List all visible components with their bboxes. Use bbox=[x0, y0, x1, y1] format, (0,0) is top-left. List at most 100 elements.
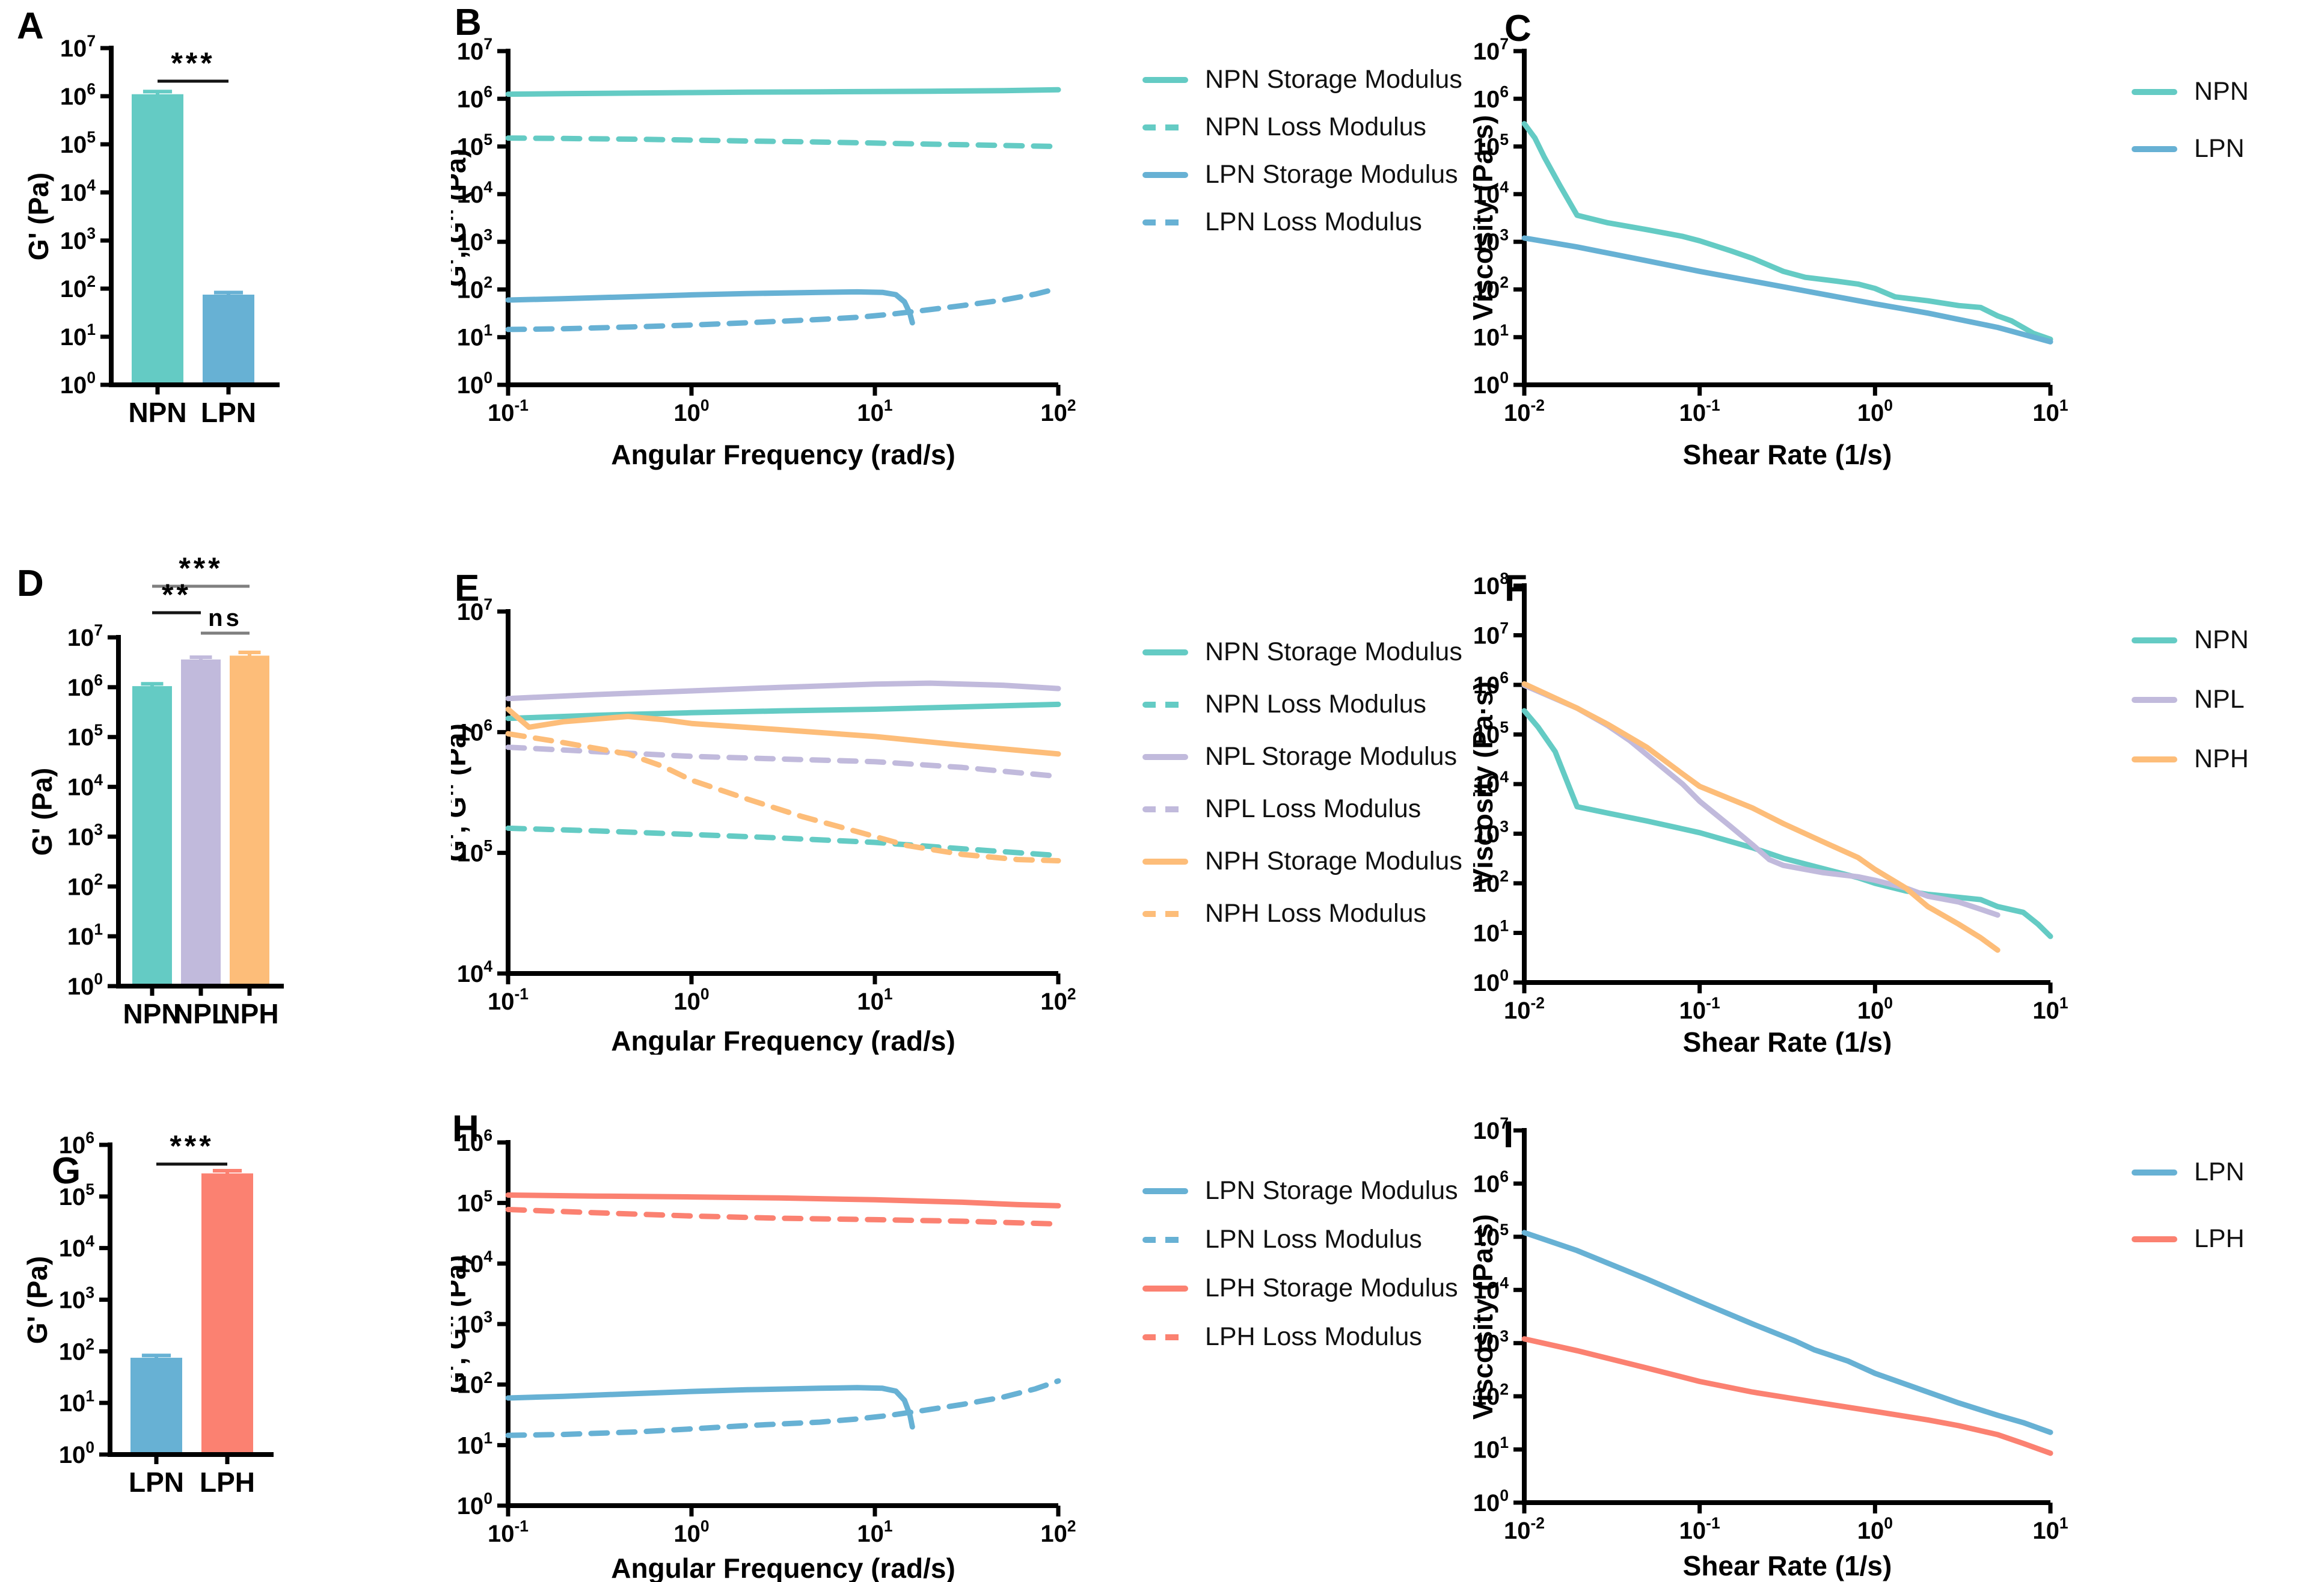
x-axis-title: Shear Rate (1/s) bbox=[1683, 1550, 1892, 1581]
legend-item: NPN bbox=[2132, 625, 2249, 655]
x-tick-label: 10-2 bbox=[1504, 396, 1545, 426]
series-line bbox=[505, 701, 1061, 722]
series-line bbox=[1521, 235, 2053, 345]
y-tick-label: 101 bbox=[457, 1429, 492, 1459]
significance-label: ns bbox=[208, 605, 242, 631]
legend-swatch-line bbox=[1142, 1334, 1188, 1340]
series-line bbox=[505, 1192, 1061, 1209]
panel-h: H 100 101 102 103 104 105 106 10-1 100 101 102 Angu… bbox=[451, 1055, 1130, 1582]
legend-label: NPN bbox=[2194, 77, 2249, 106]
y-tick-label: 107 bbox=[60, 32, 96, 62]
y-tick-label: 104 bbox=[457, 178, 493, 208]
panel-i-chart: 100 101 102 103 104 105 106 107 10-2 10-1 100 101 Sh… bbox=[1473, 1114, 2068, 1581]
y-tick-label: 107 bbox=[1473, 35, 1509, 65]
category-label: NPN bbox=[128, 397, 186, 428]
legend-item: LPH Storage Modulus bbox=[1142, 1274, 1458, 1303]
y-tick-label: 102 bbox=[60, 272, 96, 302]
legend-swatch-line bbox=[2132, 696, 2177, 703]
axis-frame bbox=[506, 49, 1058, 387]
legend-label: NPN Storage Modulus bbox=[1205, 65, 1462, 94]
legend-item: NPN Storage Modulus bbox=[1142, 637, 1462, 667]
y-tick-label: 106 bbox=[59, 1129, 94, 1159]
series-line bbox=[505, 1378, 1061, 1438]
legend-item: NPH Storage Modulus bbox=[1142, 847, 1462, 876]
y-tick-label: 103 bbox=[1473, 818, 1509, 848]
legend-item: LPN Loss Modulus bbox=[1142, 1225, 1458, 1254]
x-tick-label: 10-1 bbox=[1679, 1514, 1720, 1544]
series-line bbox=[505, 731, 1061, 863]
legend-label: LPH Loss Modulus bbox=[1205, 1322, 1422, 1351]
y-axis-title: G', G'' (Pa) bbox=[451, 723, 471, 862]
axis-frame bbox=[1522, 49, 2050, 387]
legend-swatch-line bbox=[1142, 171, 1188, 178]
y-tick-label: 103 bbox=[1473, 225, 1509, 256]
y-tick-label: 105 bbox=[457, 1187, 492, 1217]
x-tick-label: 10-1 bbox=[488, 985, 529, 1015]
x-tick-label: 100 bbox=[673, 1517, 709, 1547]
panel-c-chart: 100 101 102 103 104 105 106 107 10-2 10-1 100 101 Sh… bbox=[1473, 35, 2068, 470]
y-tick-label: 106 bbox=[60, 80, 96, 110]
y-axis-title: G' (Pa) bbox=[22, 1256, 53, 1344]
y-tick-label: 106 bbox=[67, 671, 103, 701]
y-tick-label: 104 bbox=[60, 176, 96, 206]
series-line bbox=[505, 744, 1061, 779]
panel-f-chart: 100 101 102 103 104 105 106 107 108 10-2 10-1 100 10… bbox=[1473, 569, 2068, 1055]
panel-f: F 100 101 102 103 104 105 106 107 108 10-2 10-1 100… bbox=[1473, 527, 2324, 1055]
y-tick-label: 104 bbox=[457, 1248, 493, 1278]
x-axis-title: Angular Frequency (rad/s) bbox=[611, 1025, 955, 1055]
y-tick-label: 105 bbox=[60, 128, 96, 158]
y-tick-label: 107 bbox=[1473, 1114, 1509, 1144]
legend-item: NPN bbox=[2132, 77, 2249, 106]
legend-item: LPN bbox=[2132, 134, 2249, 164]
legend-swatch-line bbox=[1142, 1285, 1188, 1292]
series-line bbox=[505, 87, 1061, 97]
x-tick-label: 101 bbox=[2032, 396, 2068, 426]
series-line bbox=[505, 825, 1061, 859]
x-axis-title: Shear Rate (1/s) bbox=[1683, 439, 1892, 470]
category-label: NPL bbox=[173, 998, 228, 1029]
y-axis-title: G' (Pa) bbox=[26, 768, 58, 856]
x-axis-title: Shear Rate (1/s) bbox=[1683, 1026, 1892, 1055]
y-axis-title: G', G'' (Pa) bbox=[451, 1255, 471, 1393]
x-tick-label: 100 bbox=[673, 985, 709, 1015]
y-tick-label: 104 bbox=[1473, 768, 1509, 798]
series-line bbox=[505, 680, 1061, 702]
legend-label: NPH bbox=[2194, 744, 2249, 773]
legend-swatch-line bbox=[1142, 753, 1188, 760]
panel-c: C 100 101 102 103 104 105 106 107 10-2 10-1 100 101… bbox=[1473, 0, 2324, 527]
panel-d: D 100 101 102 103 104 105 106 107 NPN NPL NPH G' (P… bbox=[0, 527, 451, 1055]
x-axis-title: Angular Frequency (rad/s) bbox=[611, 1553, 955, 1582]
y-tick-label: 106 bbox=[1473, 82, 1509, 112]
y-axis-title: Viscosity (Pa·s) bbox=[1473, 681, 1498, 887]
legend-label: LPN Storage Modulus bbox=[1205, 160, 1458, 189]
legend-swatch-line bbox=[2132, 1169, 2177, 1176]
significance-label: ** bbox=[162, 578, 191, 612]
y-tick-label: 104 bbox=[1473, 178, 1509, 208]
panel-a-letter: A bbox=[17, 5, 44, 47]
panel-c-legend: NPN LPN bbox=[2132, 77, 2249, 164]
y-tick-label: 101 bbox=[457, 321, 492, 351]
y-tick-label: 107 bbox=[67, 621, 103, 651]
y-tick-label: 104 bbox=[1473, 1274, 1509, 1304]
y-tick-label: 100 bbox=[457, 369, 492, 399]
legend-label: LPN bbox=[2194, 1157, 2245, 1186]
y-tick-label: 106 bbox=[1473, 1168, 1509, 1198]
legend-label: LPH Storage Modulus bbox=[1205, 1274, 1458, 1302]
y-tick-label: 105 bbox=[1473, 1221, 1509, 1251]
panel-h-letter: H bbox=[452, 1108, 480, 1150]
legend-swatch-line bbox=[1142, 1236, 1188, 1243]
bar bbox=[203, 294, 254, 385]
y-tick-label: 106 bbox=[1473, 669, 1509, 699]
significance-label: *** bbox=[179, 551, 222, 585]
legend-label: NPN Loss Modulus bbox=[1205, 112, 1427, 141]
bar bbox=[201, 1173, 253, 1455]
legend-item: NPL bbox=[2132, 685, 2249, 714]
y-tick-label: 105 bbox=[457, 130, 492, 161]
x-tick-label: 100 bbox=[1857, 994, 1893, 1024]
y-tick-label: 100 bbox=[67, 970, 103, 1000]
legend-label: NPN bbox=[2194, 625, 2249, 654]
